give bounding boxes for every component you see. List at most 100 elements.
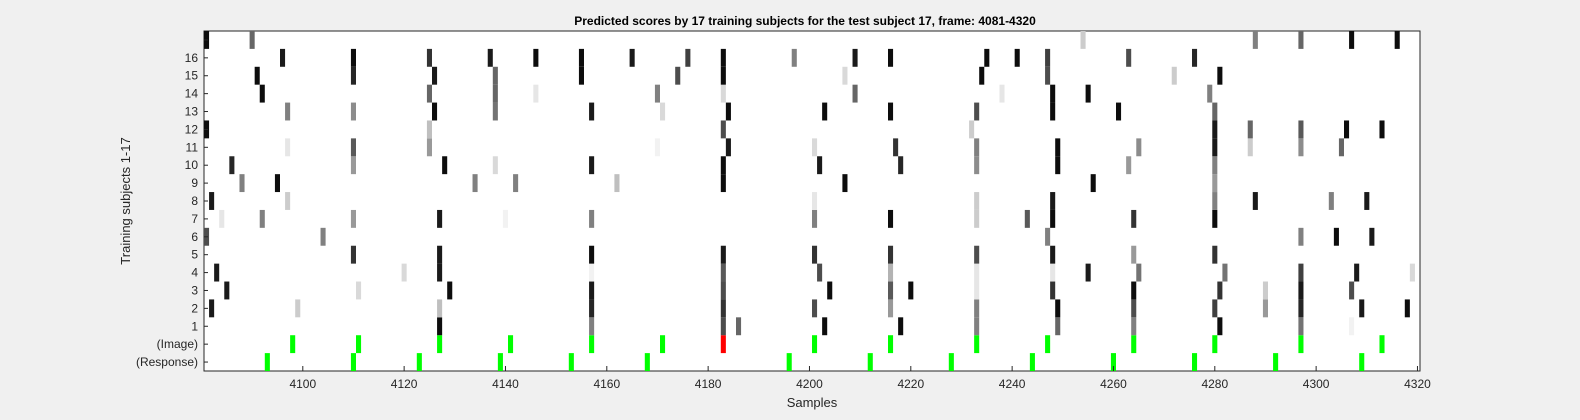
score-cell [533, 48, 539, 67]
score-cell [320, 227, 326, 246]
score-cell [492, 156, 498, 175]
score-cell [426, 138, 432, 157]
y-tick-label: 8 [191, 194, 198, 208]
score-cell [1085, 84, 1091, 103]
score-cell [350, 48, 356, 67]
response-marker-cell [1359, 353, 1365, 371]
score-cell [898, 156, 904, 175]
score-cell [437, 245, 443, 264]
score-cell [1136, 263, 1142, 282]
response-marker-cell [264, 353, 270, 371]
score-cell [1014, 48, 1020, 67]
score-cell [1192, 48, 1198, 67]
score-cell [720, 281, 726, 300]
score-cell [720, 317, 726, 336]
x-tick-label: 4100 [289, 377, 316, 391]
score-cell [589, 317, 595, 336]
score-cell [888, 209, 894, 228]
y-tick-label: 11 [186, 140, 199, 154]
score-cell [350, 66, 356, 85]
score-cell [295, 299, 301, 318]
score-cell [791, 48, 797, 67]
score-cell [254, 66, 260, 85]
score-cell [437, 299, 443, 318]
score-cell [259, 84, 265, 103]
score-cell [720, 66, 726, 85]
score-cell [654, 84, 660, 103]
score-cell [1055, 138, 1061, 157]
score-cell [1116, 102, 1122, 121]
score-cell [852, 84, 858, 103]
score-cell [578, 48, 584, 67]
heatmap-cells [204, 31, 1415, 371]
image-marker-cell [1298, 335, 1304, 354]
score-cell [736, 317, 742, 336]
score-cell [888, 281, 894, 300]
score-cell [259, 209, 265, 228]
score-cell [660, 102, 666, 121]
score-cell [614, 174, 620, 193]
score-cell [812, 209, 818, 228]
score-cell [725, 138, 731, 157]
score-cell [974, 263, 980, 282]
y-tick-label: 4 [191, 266, 198, 280]
score-cell [842, 174, 848, 193]
score-cell [492, 102, 498, 121]
score-cell [974, 317, 980, 336]
score-cell [893, 138, 899, 157]
score-cell [1298, 317, 1304, 336]
score-cell [1131, 245, 1137, 264]
score-cell [1247, 138, 1253, 157]
y-tick-label: 3 [191, 283, 198, 297]
score-cell [1298, 299, 1304, 318]
score-cell [1207, 84, 1213, 103]
score-cell [888, 102, 894, 121]
score-cell [589, 156, 595, 175]
score-cell [974, 209, 980, 228]
score-cell [1055, 299, 1061, 318]
score-cell [1131, 299, 1137, 318]
x-tick-label: 4220 [897, 377, 924, 391]
image-marker-cell [888, 335, 894, 354]
x-tick-label: 4260 [1100, 377, 1127, 391]
score-cell [685, 48, 691, 67]
score-cell [984, 48, 990, 67]
image-marker-cell [974, 335, 980, 354]
image-marker-cell [589, 335, 595, 354]
score-cell [285, 102, 291, 121]
score-cell [852, 48, 858, 67]
response-marker-cell [644, 353, 650, 371]
score-cell [1404, 299, 1410, 318]
score-cell [350, 156, 356, 175]
score-cell [487, 48, 493, 67]
score-cell [1212, 245, 1218, 264]
score-cell [1050, 245, 1056, 264]
score-cell [1298, 31, 1304, 49]
score-cell [432, 66, 438, 85]
score-cell [219, 209, 225, 228]
score-cell [589, 299, 595, 318]
score-cell [812, 299, 818, 318]
score-cell [654, 138, 660, 157]
score-cell [1090, 174, 1096, 193]
image-marker-cell [1212, 335, 1218, 354]
y-tick-label: 7 [191, 212, 198, 226]
response-marker-cell [568, 353, 574, 371]
image-marker-cell [290, 335, 296, 354]
score-cell [1298, 263, 1304, 282]
score-cell [239, 174, 245, 193]
score-cell [999, 84, 1005, 103]
response-marker-cell [350, 353, 356, 371]
score-cell [1212, 156, 1218, 175]
score-cell [817, 263, 823, 282]
score-cell [1126, 156, 1132, 175]
score-cell [720, 245, 726, 264]
score-cell [1212, 192, 1218, 210]
y-tick-label: 12 [185, 122, 199, 136]
score-cell [629, 48, 635, 67]
score-cell [502, 209, 508, 228]
score-cell [285, 192, 291, 210]
score-cell [1298, 281, 1304, 300]
score-cell [974, 156, 980, 175]
x-tick-labels: 4100 4120 4140 4160 4180 4200 4220 4240 4260 4280… [289, 366, 1431, 391]
